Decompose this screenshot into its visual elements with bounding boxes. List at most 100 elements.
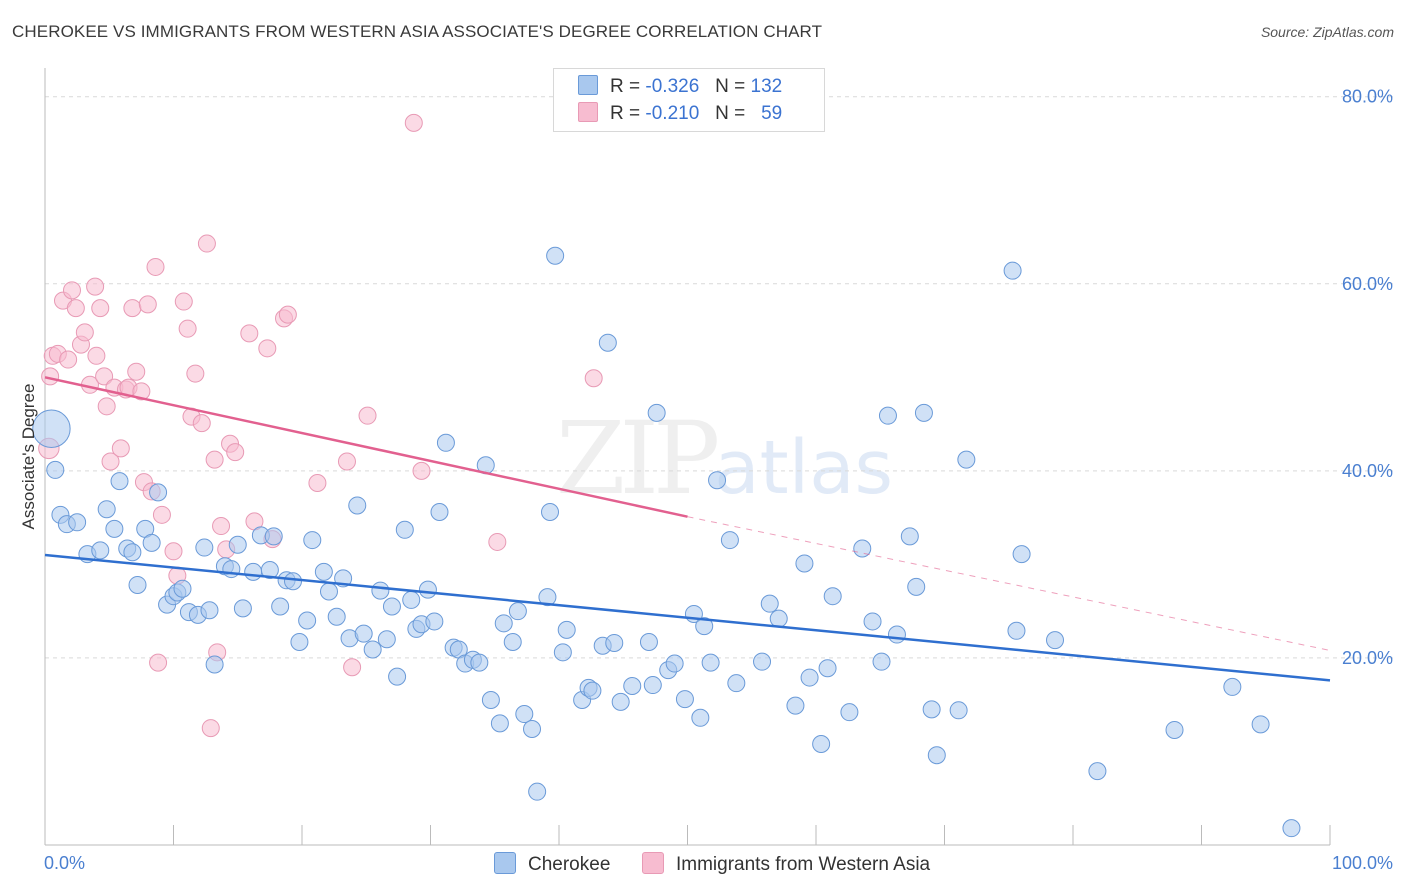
immigrants-point	[86, 277, 105, 296]
cherokee-point	[32, 409, 71, 448]
cherokee-point	[840, 703, 859, 722]
immigrants-point	[240, 324, 259, 343]
immigrants-point	[212, 517, 231, 536]
cherokee-point	[503, 633, 522, 652]
x-tick-label-min: 0.0%	[44, 853, 85, 873]
legend-r-label: R =	[610, 76, 641, 97]
bottom-legend-label-cherokee: Cherokee	[528, 854, 611, 875]
cherokee-point	[538, 588, 557, 607]
immigrants-point	[75, 323, 94, 342]
cherokee-point	[523, 720, 542, 739]
y-tick-label: 40.0%	[1342, 461, 1393, 481]
bottom-legend-cherokee: Cherokee	[494, 852, 610, 876]
trend-line-immigrants-extension	[687, 516, 1331, 651]
immigrants-point	[127, 362, 146, 381]
immigrants-point	[164, 542, 183, 561]
cherokee-point	[260, 561, 279, 580]
immigrants-point	[192, 414, 211, 433]
cherokee-point	[149, 483, 168, 502]
immigrants-point	[197, 234, 216, 253]
immigrants-point	[278, 305, 297, 324]
legend-swatch-immigrants	[578, 102, 598, 122]
cherokee-point	[708, 471, 727, 490]
cherokee-point	[205, 655, 224, 674]
cherokee-point	[91, 541, 110, 560]
cherokee-point	[800, 668, 819, 687]
cherokee-point	[605, 633, 624, 652]
cherokee-point	[128, 575, 147, 594]
immigrants-point	[201, 719, 220, 738]
cherokee-point	[1088, 762, 1107, 781]
immigrants-point	[146, 257, 165, 276]
immigrants-point	[66, 299, 85, 318]
cherokee-point	[1223, 677, 1242, 696]
trend-line-cherokee	[44, 553, 1331, 682]
cherokee-point	[46, 460, 65, 479]
cherokee-point	[395, 520, 414, 539]
cherokee-point	[691, 708, 710, 727]
y-tick-label: 20.0%	[1342, 648, 1393, 668]
cherokee-point	[68, 513, 87, 532]
immigrants-point	[488, 532, 507, 551]
cherokee-point	[284, 572, 303, 591]
source-label: Source: ZipAtlas.com	[1260, 24, 1394, 40]
immigrants-point	[152, 505, 171, 524]
cherokee-point	[290, 633, 309, 652]
cherokee-point	[200, 601, 219, 620]
cherokee-point	[1282, 819, 1301, 838]
immigrants-point	[343, 658, 362, 677]
cherokee-point	[354, 624, 373, 643]
cherokee-point	[863, 612, 882, 631]
cherokee-point	[298, 611, 317, 630]
immigrants-point	[132, 382, 151, 401]
cherokee-point	[142, 533, 161, 552]
cherokee-point	[244, 562, 263, 581]
legend-n-value-immigrants: 59	[761, 103, 783, 124]
cherokee-point	[264, 527, 283, 546]
immigrants-point	[412, 461, 431, 480]
cherokee-point	[623, 676, 642, 695]
cherokee-point	[371, 581, 390, 600]
cherokee-point	[388, 667, 407, 686]
cherokee-point	[949, 701, 968, 720]
cherokee-point	[753, 652, 772, 671]
cherokee-point	[233, 599, 252, 618]
cherokee-point	[769, 609, 788, 628]
legend-r-value-immigrants: -0.210	[645, 103, 700, 124]
chart-title: CHEROKEE VS IMMIGRANTS FROM WESTERN ASIA…	[12, 22, 823, 41]
cherokee-point	[271, 597, 290, 616]
immigrants-point	[178, 319, 197, 338]
series-cherokee-points	[32, 246, 1301, 838]
immigrants-point	[111, 439, 130, 458]
legend: R = -0.326 N = 132 R = -0.210 N = 59	[553, 68, 825, 132]
cherokee-point	[402, 590, 421, 609]
y-tick-label: 80.0%	[1342, 87, 1393, 107]
cherokee-point	[823, 587, 842, 606]
immigrants-point	[258, 339, 277, 358]
cherokee-point	[853, 539, 872, 558]
cherokee-point	[377, 630, 396, 649]
cherokee-point	[110, 472, 129, 491]
cherokee-point	[436, 433, 455, 452]
cherokee-point	[319, 582, 338, 601]
cherokee-point	[481, 691, 500, 710]
y-axis-title: Associate's Degree	[19, 384, 38, 530]
cherokee-point	[818, 659, 837, 678]
immigrants-point	[87, 346, 106, 365]
cherokee-point	[418, 580, 437, 599]
cherokee-point	[957, 450, 976, 469]
cherokee-point	[557, 620, 576, 639]
legend-row-immigrants: R = -0.210 N = 59	[578, 102, 782, 126]
cherokee-point	[1003, 261, 1022, 280]
axis-labels: 20.0% 40.0% 60.0% 80.0% 0.0% 100.0% Associate'…	[19, 87, 1393, 873]
cherokee-point	[1012, 545, 1031, 564]
cherokee-point	[508, 602, 527, 621]
legend-r-value-cherokee: -0.326	[645, 76, 700, 97]
cherokee-point	[598, 333, 617, 352]
cherokee-point	[701, 653, 720, 672]
cherokee-point	[872, 652, 891, 671]
cherokee-point	[812, 734, 831, 753]
cherokee-point	[1046, 631, 1065, 650]
legend-n-value-cherokee: 132	[750, 76, 783, 97]
